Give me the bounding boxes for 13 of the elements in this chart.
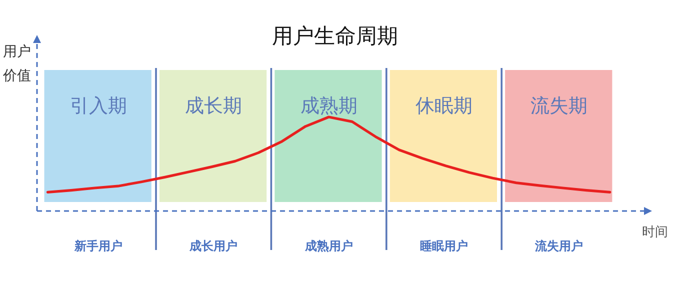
text: 成长期 [185,95,242,117]
text: 成长用户 [188,239,238,253]
text: 睡眠用户 [420,239,468,253]
x-axis-title: 时间 [642,225,668,240]
text: 成熟期 [300,95,358,117]
text: 流失用户 [534,239,584,253]
chart-title: 用户生命周期 [272,24,398,48]
y-axis-title: 用户价值 [2,44,31,84]
text: 成熟用户 [304,239,353,253]
text: 引入期 [70,95,127,117]
text: 新手用户 [73,239,122,253]
text: 休眠期 [416,95,472,117]
text: 流失期 [530,95,588,117]
